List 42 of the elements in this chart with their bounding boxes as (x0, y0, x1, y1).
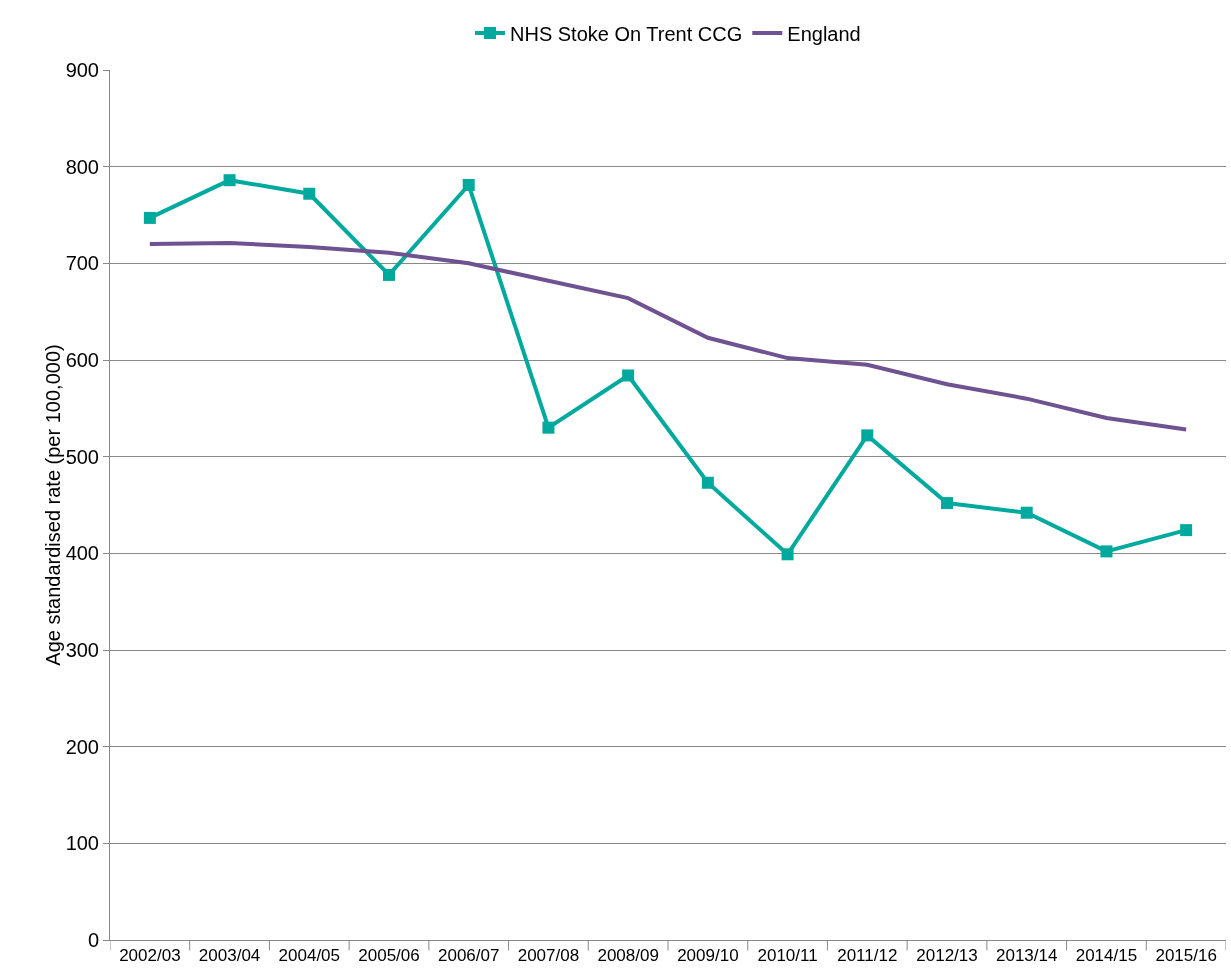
point (622, 369, 635, 382)
y-tick-label: 400 (65, 542, 99, 565)
x-tick-label: 2014/15 (1075, 946, 1138, 966)
legend-label: NHS Stoke On Trent CCG (510, 22, 743, 45)
y-axis-title: Age standardised rate (per 100,000) (41, 344, 64, 666)
x-tick-label: 2003/04 (198, 946, 261, 966)
point (303, 187, 316, 200)
x-tick-label: 2010/11 (757, 946, 818, 966)
x-tick-label: 2015/16 (1155, 946, 1217, 966)
point (1100, 545, 1113, 558)
y-tick-label: 0 (87, 929, 99, 951)
point (143, 211, 156, 224)
y-tick-label: 300 (65, 639, 99, 661)
point (781, 548, 794, 561)
point (223, 174, 236, 187)
point (701, 476, 714, 489)
y-tick-label: 700 (65, 252, 99, 275)
point (462, 179, 475, 192)
point (1020, 506, 1033, 519)
y-tick-label: 900 (65, 59, 99, 81)
x-tick-label: 2011/12 (837, 946, 898, 966)
x-tick-label: 2009/10 (677, 946, 739, 966)
y-tick-label: 200 (65, 735, 99, 758)
x-tick-label: 2012/13 (916, 946, 978, 966)
y-tick-label: 500 (65, 445, 99, 468)
x-tick-label: 2005/06 (358, 946, 420, 966)
y-tick-label: 800 (65, 155, 99, 178)
point (941, 497, 953, 510)
x-tick-label: 2004/05 (278, 946, 341, 966)
point (542, 421, 555, 434)
x-tick-label: 2007/08 (517, 946, 580, 966)
legend-label: England (787, 22, 861, 45)
x-tick-label: 2013/14 (995, 946, 1058, 966)
x-tick-label: 2002/03 (119, 946, 181, 966)
point (383, 268, 395, 281)
x-tick-label: 2008/09 (597, 946, 659, 966)
y-tick-label: 600 (65, 349, 99, 371)
point (861, 429, 874, 442)
line-series (147, 241, 1189, 432)
y-tick-label: 100 (65, 832, 99, 855)
point (1180, 524, 1193, 537)
x-tick-label: 2006/07 (437, 946, 500, 966)
